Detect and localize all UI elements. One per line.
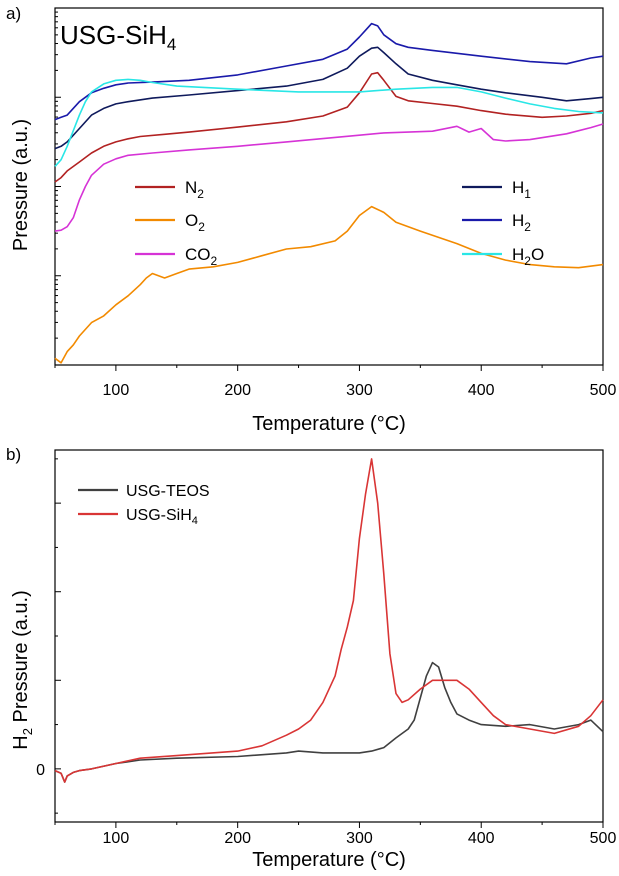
panel-a-series-1-line bbox=[54, 205, 604, 364]
panel-a-series-0-line bbox=[54, 71, 604, 183]
panel-b-series-0-line bbox=[54, 661, 604, 783]
panel-b-x-tick-label: 400 bbox=[468, 830, 495, 847]
panel-a-legend-label: H1 bbox=[512, 178, 531, 201]
panel-a-series-5-line bbox=[54, 78, 604, 167]
panel-b-legend: USG-TEOS USG-SiH4 bbox=[78, 483, 210, 527]
panel-b-legend-label: USG-SiH4 bbox=[126, 507, 198, 527]
panel-a-series-2-line bbox=[54, 123, 604, 232]
panel-a-ticks: 100 200 300 400 500 bbox=[54, 7, 617, 399]
panel-a-x-tick-label: 400 bbox=[468, 382, 495, 399]
panel-b-plot-frame bbox=[54, 449, 604, 823]
panel-a-x-tick-label: 300 bbox=[346, 382, 373, 399]
panel-b-label: b) bbox=[6, 445, 21, 464]
panel-b-ticks: 100 200 300 400 500 0 bbox=[36, 458, 617, 847]
panel-a-x-tick-label: 500 bbox=[590, 382, 617, 399]
panel-b-series-1-line bbox=[54, 458, 604, 783]
panel-b-x-tick-label: 500 bbox=[590, 830, 617, 847]
panel-a-label: a) bbox=[6, 4, 21, 23]
panel-a-x-tick-label: 200 bbox=[224, 382, 251, 399]
panel-a-series-4-line bbox=[54, 22, 604, 121]
panel-b-legend-label: USG-TEOS bbox=[126, 483, 210, 500]
panel-a-legend-label: H2 bbox=[512, 211, 531, 234]
panel-a-y-axis-label: Pressure (a.u.) bbox=[10, 119, 32, 251]
panel-a-series-group bbox=[54, 22, 604, 364]
panel-a-x-axis-label: Temperature (°C) bbox=[252, 413, 406, 435]
panel-a: a) 100 200 300 400 500 USG-SiH4 N2 O2 CO2 H1 H2 H… bbox=[6, 4, 616, 435]
panel-b-y-tick-label: 0 bbox=[36, 762, 45, 779]
panel-b-series-group bbox=[54, 458, 604, 783]
panel-a-legend-label: CO2 bbox=[185, 245, 218, 268]
panel-a-legend-label: H2O bbox=[512, 245, 544, 268]
panel-a-x-tick-label: 100 bbox=[103, 382, 130, 399]
panel-a-legend-label: O2 bbox=[185, 211, 205, 234]
panel-a-legend: N2 O2 CO2 H1 H2 H2O bbox=[135, 178, 544, 268]
panel-b-y-axis-label: H2 Pressure (a.u.) bbox=[10, 590, 35, 750]
panel-a-inset-title: USG-SiH4 bbox=[60, 20, 176, 54]
panel-a-legend-label: N2 bbox=[185, 178, 204, 201]
panel-b-x-tick-label: 200 bbox=[224, 830, 251, 847]
panel-a-series-3-line bbox=[54, 46, 604, 150]
panel-b-x-tick-label: 100 bbox=[103, 830, 130, 847]
panel-b-x-tick-label: 300 bbox=[346, 830, 373, 847]
panel-b-x-axis-label: Temperature (°C) bbox=[252, 849, 406, 871]
panel-b: b) 100 200 300 400 500 0 USG-TEOS USG-SiH4 Tem… bbox=[6, 445, 616, 871]
